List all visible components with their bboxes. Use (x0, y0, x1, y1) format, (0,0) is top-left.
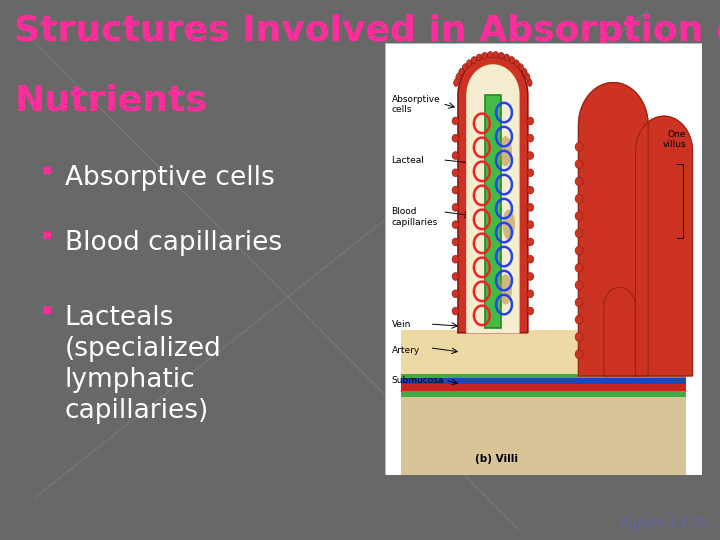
Ellipse shape (487, 51, 493, 58)
Ellipse shape (452, 255, 459, 263)
Text: Absorptive
cells: Absorptive cells (392, 95, 441, 114)
Ellipse shape (575, 229, 583, 238)
Text: Blood
capillaries: Blood capillaries (392, 207, 438, 227)
Text: Blood capillaries: Blood capillaries (65, 230, 282, 255)
Ellipse shape (452, 290, 459, 298)
Ellipse shape (452, 152, 459, 159)
Ellipse shape (499, 274, 512, 305)
Ellipse shape (499, 136, 512, 166)
Bar (401, 374, 686, 378)
Ellipse shape (575, 264, 583, 272)
Text: Submucosa: Submucosa (392, 376, 444, 385)
Ellipse shape (527, 186, 534, 194)
Ellipse shape (575, 246, 583, 255)
Ellipse shape (527, 134, 534, 142)
Ellipse shape (575, 298, 583, 307)
Ellipse shape (527, 290, 534, 298)
Text: Figure 14.7b: Figure 14.7b (621, 516, 709, 530)
Ellipse shape (452, 204, 459, 211)
Ellipse shape (527, 152, 534, 159)
Ellipse shape (462, 64, 467, 71)
Bar (401, 380, 686, 475)
Bar (485, 95, 501, 328)
Ellipse shape (575, 212, 583, 220)
Ellipse shape (527, 238, 534, 246)
Ellipse shape (452, 134, 459, 142)
Polygon shape (636, 116, 693, 376)
Text: One
villus: One villus (662, 130, 686, 149)
Ellipse shape (527, 204, 534, 211)
Text: (b) Villi: (b) Villi (474, 454, 518, 464)
Ellipse shape (527, 117, 534, 125)
Ellipse shape (527, 255, 534, 263)
Text: Lacteal: Lacteal (392, 156, 424, 165)
Text: Structures Involved in Absorption of: Structures Involved in Absorption of (14, 14, 720, 48)
Ellipse shape (482, 52, 487, 59)
Ellipse shape (452, 221, 459, 228)
Ellipse shape (575, 143, 583, 151)
Ellipse shape (522, 68, 527, 76)
Polygon shape (578, 83, 648, 376)
Ellipse shape (527, 221, 534, 228)
Ellipse shape (527, 169, 534, 177)
Bar (401, 391, 686, 397)
Text: Nutrients: Nutrients (14, 84, 207, 118)
Text: ▪: ▪ (42, 302, 52, 318)
Ellipse shape (452, 186, 459, 194)
Ellipse shape (456, 73, 461, 81)
Bar (401, 378, 686, 384)
Ellipse shape (504, 54, 510, 60)
Text: Vein: Vein (392, 320, 411, 329)
Bar (401, 330, 686, 374)
Text: Absorptive cells: Absorptive cells (65, 165, 274, 191)
Text: ▪: ▪ (42, 162, 52, 177)
Ellipse shape (452, 307, 459, 315)
Ellipse shape (452, 238, 459, 246)
Ellipse shape (452, 273, 459, 280)
Ellipse shape (454, 79, 459, 86)
Ellipse shape (518, 64, 523, 71)
Ellipse shape (503, 210, 515, 240)
Ellipse shape (575, 333, 583, 341)
Ellipse shape (525, 73, 530, 81)
Ellipse shape (527, 273, 534, 280)
Text: ▪: ▪ (42, 227, 52, 242)
Text: Artery: Artery (392, 346, 420, 355)
Ellipse shape (452, 169, 459, 177)
Polygon shape (604, 287, 636, 376)
Ellipse shape (575, 160, 583, 168)
Ellipse shape (476, 54, 482, 60)
Ellipse shape (527, 79, 532, 86)
Ellipse shape (575, 281, 583, 289)
Ellipse shape (575, 315, 583, 324)
Ellipse shape (514, 60, 519, 67)
Ellipse shape (467, 60, 472, 67)
Ellipse shape (509, 57, 515, 63)
Polygon shape (467, 65, 519, 333)
Ellipse shape (498, 52, 504, 59)
Ellipse shape (575, 177, 583, 186)
Polygon shape (458, 55, 528, 333)
Ellipse shape (459, 68, 464, 76)
Ellipse shape (493, 51, 499, 58)
Ellipse shape (471, 57, 477, 63)
Ellipse shape (527, 307, 534, 315)
Ellipse shape (575, 194, 583, 203)
Ellipse shape (575, 350, 583, 359)
Text: Lacteals
(specialized
lymphatic
capillaries): Lacteals (specialized lymphatic capillar… (65, 305, 222, 424)
Ellipse shape (452, 117, 459, 125)
Bar (401, 384, 686, 391)
